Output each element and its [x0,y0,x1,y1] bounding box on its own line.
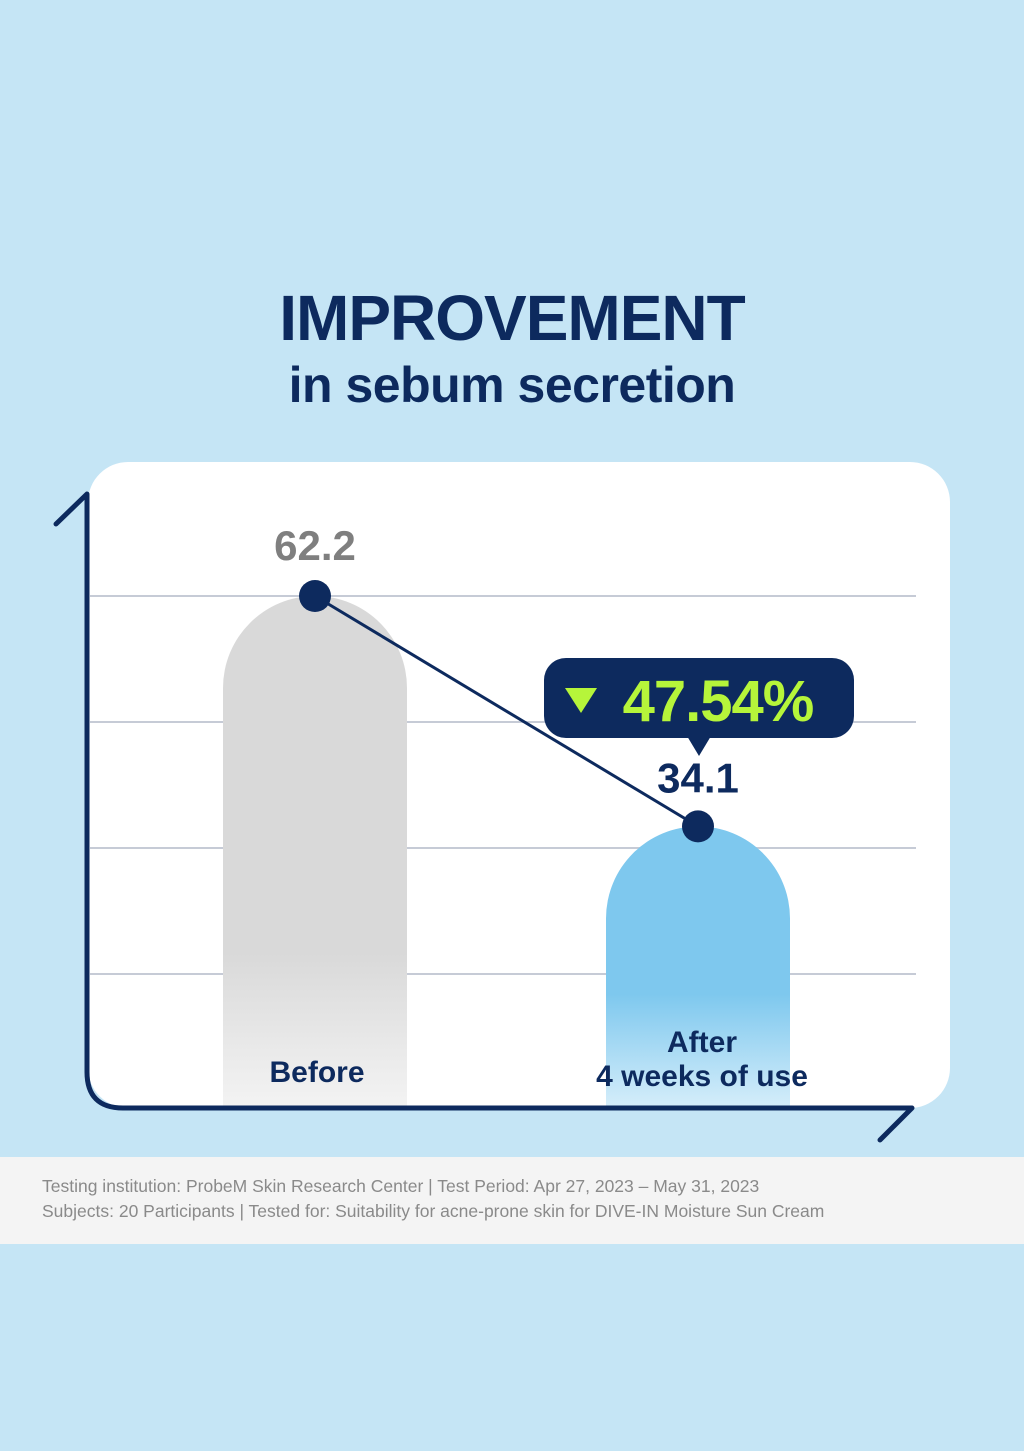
footer: Testing institution: ProbeM Skin Researc… [0,1157,1024,1244]
marker-after [682,810,714,843]
connector-line [314,594,699,828]
footer-line-2: Subjects: 20 Participants | Tested for: … [42,1201,825,1221]
bar-after [606,826,790,1106]
value-label-after: 34.1 [657,754,739,801]
category-label-after-line2: 4 weeks of use [596,1060,808,1093]
value-label-before: 62.2 [274,522,356,569]
bar-before [223,596,407,1106]
marker-before [299,580,331,612]
down-triangle-icon [565,688,597,713]
badge-background [544,658,854,738]
footer-line-1: Testing institution: ProbeM Skin Researc… [42,1176,760,1196]
grid-lines [90,595,916,975]
change-badge: 47.54% [544,658,854,756]
category-label-after-line1: After [667,1026,737,1059]
page-subtitle: in sebum secretion [288,357,736,413]
page-title: IMPROVEMENT [279,282,745,354]
axis-line [53,491,915,1143]
sebum-chart: 62.2 34.1 47.54% Before After 4 weeks of… [53,491,916,1143]
category-label-before: Before [269,1056,364,1089]
badge-percent: 47.54% [623,669,814,734]
badge-pointer [687,736,711,756]
